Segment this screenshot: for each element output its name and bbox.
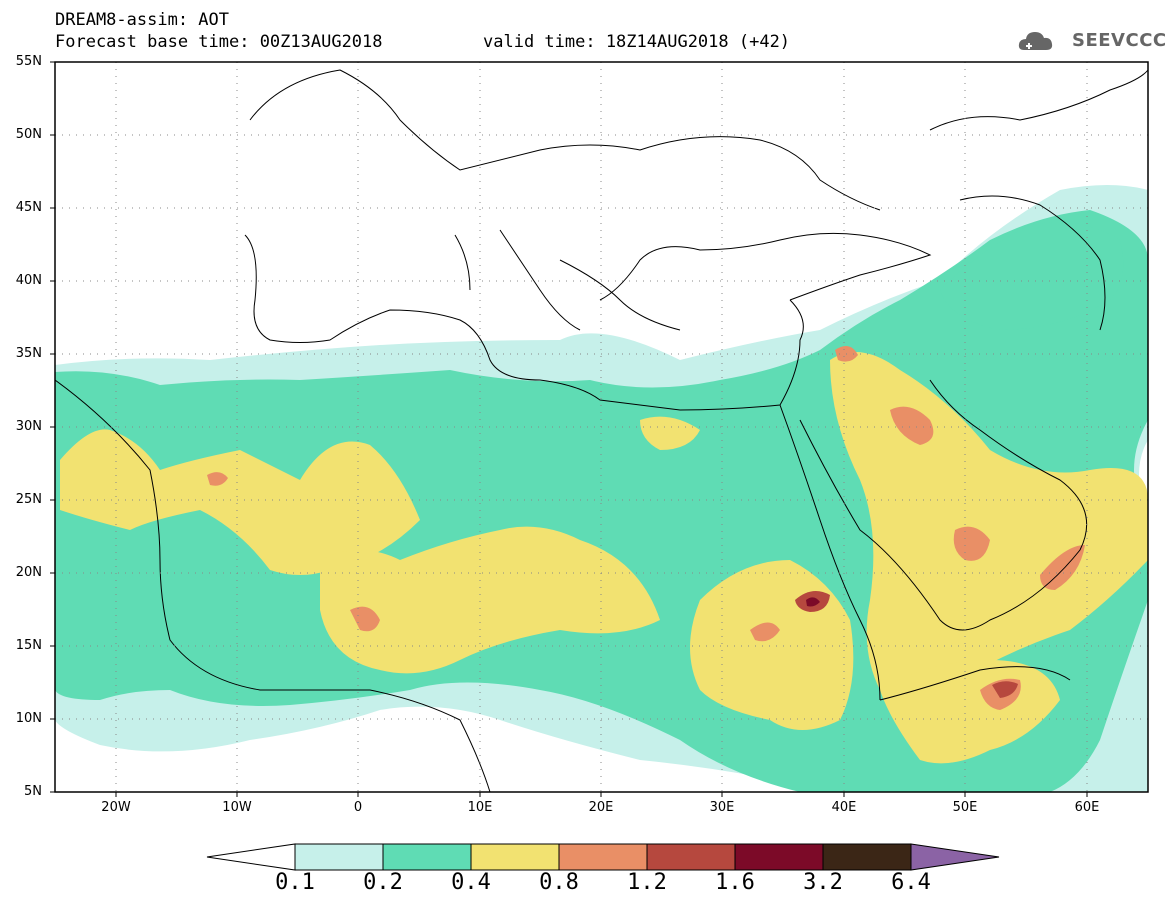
lon-label: 20E bbox=[588, 800, 614, 815]
cloud-logo-icon bbox=[1018, 32, 1053, 50]
map-title: DREAM8-assim: AOT bbox=[55, 10, 229, 30]
colorbar-label: 1.2 bbox=[627, 870, 667, 895]
aot-region-0.2-caspian bbox=[940, 222, 1124, 330]
colorbar-label: 0.8 bbox=[539, 870, 579, 895]
lat-label: 55N bbox=[15, 54, 42, 69]
axis-ticks bbox=[50, 61, 1088, 797]
aot-region-0.4-sahel bbox=[320, 526, 660, 674]
aot-region-0.8-mauritania bbox=[207, 472, 228, 486]
aot-region-0.8-arabia bbox=[953, 526, 990, 561]
colorbar-swatch bbox=[470, 843, 560, 871]
colorbar-label: 6.4 bbox=[891, 870, 931, 895]
aot-region-0.8-iraq bbox=[890, 406, 934, 445]
graticule bbox=[55, 62, 1148, 792]
lat-label: 45N bbox=[15, 200, 42, 215]
lat-label: 10N bbox=[15, 711, 42, 726]
forecast-base-time: Forecast base time: 00Z13AUG2018 bbox=[55, 32, 383, 52]
aot-region-0.8-niger bbox=[350, 606, 380, 632]
colorbar-swatch bbox=[558, 843, 648, 871]
lon-label: 60E bbox=[1074, 800, 1100, 815]
aot-region-1.2-somalia bbox=[992, 681, 1018, 698]
lat-label: 50N bbox=[15, 127, 42, 142]
aot-region-1.6 bbox=[806, 597, 820, 607]
lat-label: 15N bbox=[15, 638, 42, 653]
colorbar-under-triangle bbox=[206, 843, 296, 871]
colorbar-label: 1.6 bbox=[715, 870, 755, 895]
colorbar-swatch bbox=[646, 843, 736, 871]
colorbar-label: 3.2 bbox=[803, 870, 843, 895]
lon-label: 20W bbox=[101, 800, 131, 815]
colorbar-over-triangle bbox=[910, 843, 1000, 871]
colorbar-swatch bbox=[822, 843, 912, 871]
colorbar-swatch bbox=[294, 843, 384, 871]
colorbar-label: 0.4 bbox=[451, 870, 491, 895]
lat-label: 35N bbox=[15, 346, 42, 361]
lon-label: 50E bbox=[952, 800, 978, 815]
lon-label: 40E bbox=[831, 800, 857, 815]
lat-label: 20N bbox=[15, 565, 42, 580]
lat-label: 40N bbox=[15, 273, 42, 288]
coastlines bbox=[55, 69, 1148, 792]
colorbar-swatch bbox=[734, 843, 824, 871]
lon-label: 0 bbox=[353, 800, 363, 815]
lon-label: 30E bbox=[709, 800, 735, 815]
logo-text: SEEVCCC bbox=[1072, 30, 1165, 51]
colorbar-label: 0.1 bbox=[275, 870, 315, 895]
lat-label: 30N bbox=[15, 419, 42, 434]
lat-label: 25N bbox=[15, 492, 42, 507]
aot-region-0.4-west bbox=[60, 429, 420, 575]
colorbar-swatch bbox=[382, 843, 472, 871]
lon-label: 10W bbox=[222, 800, 252, 815]
aot-region-0.4-egypt bbox=[640, 416, 700, 450]
valid-time: valid time: 18Z14AUG2018 (+42) bbox=[483, 32, 791, 52]
colorbar-label: 0.2 bbox=[363, 870, 403, 895]
lon-label: 10E bbox=[467, 800, 493, 815]
lat-label: 5N bbox=[24, 784, 42, 799]
aot-region-0.8-oman bbox=[1040, 545, 1085, 590]
aot-region-0.8-sudan bbox=[750, 622, 780, 642]
